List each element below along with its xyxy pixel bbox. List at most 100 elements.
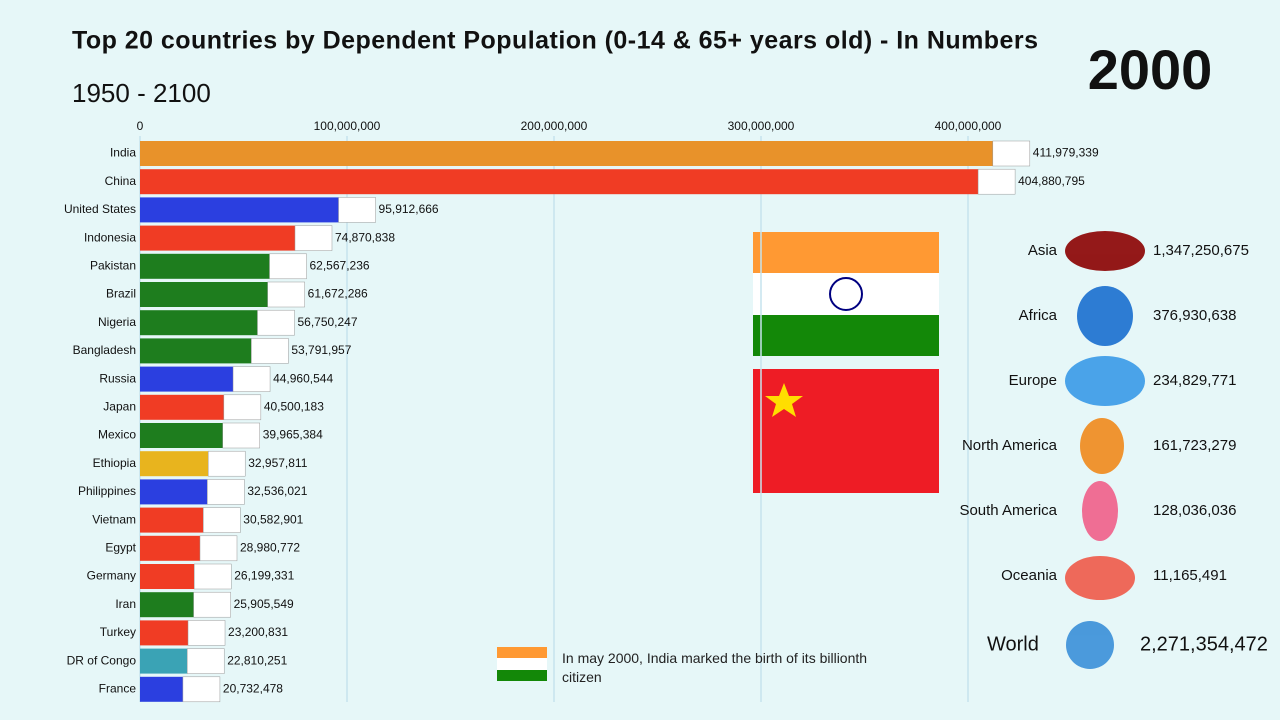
- value-label: 30,582,901: [243, 512, 303, 526]
- y-tick-label: Pakistan: [90, 258, 136, 272]
- y-tick-label: Bangladesh: [73, 343, 136, 357]
- india-flag-large: [753, 232, 939, 356]
- value-label: 26,199,331: [234, 569, 294, 583]
- bar: [140, 479, 208, 505]
- value-label: 95,912,666: [379, 202, 439, 216]
- flag: [251, 338, 289, 364]
- region-label: South America: [959, 502, 1057, 519]
- region-total: 1,347,250,675: [1153, 242, 1249, 259]
- flag: [193, 591, 231, 618]
- y-tick-label: Japan: [103, 399, 136, 413]
- region-label: Europe: [1009, 372, 1057, 389]
- value-label: 32,957,811: [248, 456, 307, 470]
- bar: [140, 423, 223, 448]
- value-label: 40,500,183: [264, 399, 324, 413]
- flag: [257, 309, 295, 336]
- flag: [977, 168, 1016, 195]
- value-label: 61,672,286: [308, 287, 368, 301]
- bar: [140, 507, 204, 533]
- bar: [140, 564, 195, 589]
- y-tick-label: France: [99, 681, 137, 695]
- flag: [223, 394, 262, 421]
- region-label: Africa: [1019, 307, 1058, 324]
- flag: [193, 563, 232, 590]
- flag: [222, 422, 260, 449]
- value-label: 62,567,236: [310, 258, 370, 272]
- flag: [207, 450, 246, 477]
- x-tick-label: 0: [137, 119, 144, 133]
- bar: [140, 225, 295, 251]
- china-flag-large: [753, 369, 939, 493]
- value-label: 32,536,021: [247, 484, 307, 498]
- region-label: North America: [962, 437, 1058, 454]
- value-label: 22,810,251: [227, 653, 287, 667]
- bar: [140, 366, 234, 392]
- y-tick-label: Vietnam: [92, 512, 136, 526]
- value-label: 411,979,339: [1033, 146, 1099, 160]
- year: 2000: [1088, 38, 1213, 101]
- y-tick-label: DR of Congo: [67, 653, 137, 667]
- y-tick-label: Philippines: [78, 484, 136, 498]
- region-total: 128,036,036: [1153, 502, 1236, 519]
- y-tick-label: Nigeria: [98, 315, 136, 329]
- bar: [140, 676, 183, 702]
- value-label: 20,732,478: [223, 681, 283, 695]
- flag: [992, 140, 1031, 167]
- world-total: 2,271,354,472: [1140, 633, 1268, 655]
- region-total: 161,723,279: [1153, 437, 1236, 454]
- subtitle: 1950 - 2100: [72, 78, 211, 108]
- y-tick-label: Egypt: [105, 540, 136, 554]
- x-tick-label: 300,000,000: [728, 119, 795, 133]
- region-label: Oceania: [1001, 567, 1058, 584]
- region-total: 234,829,771: [1153, 372, 1236, 389]
- value-label: 25,905,549: [234, 597, 294, 611]
- flag: [207, 479, 245, 505]
- bar: [140, 451, 209, 477]
- bar: [140, 141, 993, 166]
- bar: [140, 169, 979, 195]
- y-tick-label: Brazil: [106, 287, 136, 301]
- bar: [140, 394, 224, 420]
- india-flag-small: [497, 647, 547, 681]
- flag: [294, 225, 333, 251]
- y-tick-label: Ethiopia: [93, 456, 137, 470]
- bar: [140, 197, 339, 223]
- bar: [140, 310, 258, 336]
- value-label: 44,960,544: [273, 371, 333, 385]
- world-label: World: [987, 633, 1039, 655]
- flag: [267, 281, 305, 308]
- flag: [269, 253, 307, 280]
- y-tick-label: China: [105, 174, 137, 188]
- value-label: 56,750,247: [297, 315, 357, 329]
- flag: [186, 648, 225, 674]
- y-tick-label: Iran: [115, 597, 136, 611]
- value-label: 39,965,384: [263, 428, 323, 442]
- annotation: In may 2000, India marked the birth of i…: [562, 650, 868, 685]
- bar: [140, 253, 270, 279]
- y-tick-label: Germany: [87, 569, 136, 583]
- x-tick-label: 100,000,000: [314, 119, 381, 133]
- flag: [338, 197, 376, 223]
- value-label: 28,980,772: [240, 540, 300, 554]
- value-label: 23,200,831: [228, 625, 288, 639]
- bar: [140, 648, 188, 674]
- bar: [140, 620, 189, 646]
- region-total: 11,165,491: [1153, 567, 1227, 584]
- flag: [232, 366, 271, 392]
- y-tick-label: United States: [64, 202, 136, 216]
- value-label: 53,791,957: [291, 343, 351, 357]
- x-tick-label: 400,000,000: [935, 119, 1002, 133]
- y-tick-label: Indonesia: [84, 230, 136, 244]
- region-total: 376,930,638: [1153, 307, 1236, 324]
- value-label: 404,880,795: [1018, 174, 1085, 188]
- flag: [199, 535, 238, 562]
- y-tick-label: Turkey: [100, 625, 136, 639]
- flag: [182, 676, 221, 703]
- region-icons: [1065, 231, 1145, 669]
- x-tick-label: 200,000,000: [521, 119, 588, 133]
- region-label: Asia: [1028, 242, 1058, 259]
- y-tick-label: Russia: [99, 371, 136, 385]
- value-label: 74,870,838: [335, 230, 395, 244]
